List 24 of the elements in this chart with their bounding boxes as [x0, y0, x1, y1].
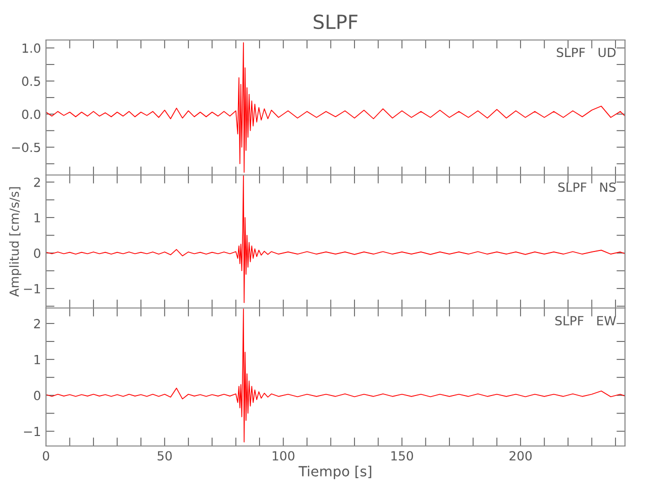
y-tick-label: −1 — [24, 426, 40, 436]
y-axis-title: Amplitud [cm/s/s] — [9, 187, 22, 297]
x-tick-label: 50 — [158, 451, 172, 461]
x-tick-label: 100 — [272, 451, 294, 461]
y-tick-label: −1 — [24, 284, 40, 294]
y-tick-label: 0 — [34, 390, 40, 400]
y-tick-label: 1 — [34, 355, 40, 364]
annotation: SLPF EW — [555, 316, 616, 326]
x-tick-label: 150 — [391, 451, 414, 461]
chart-title: SLPF — [314, 14, 358, 30]
y-tick-label: 2 — [34, 178, 40, 187]
y-tick-label: 0.0 — [22, 110, 40, 120]
y-tick-label: 1.0 — [22, 43, 40, 53]
y-tick-label: 0.5 — [22, 76, 40, 86]
annotation: SLPF UD — [556, 48, 616, 58]
y-tick-label: 1 — [34, 213, 40, 222]
x-tick-label: 0 — [42, 451, 50, 461]
x-tick-label: 200 — [510, 451, 532, 461]
x-axis-title: Tiempo [s] — [298, 466, 372, 480]
annotation: SLPF NS — [558, 182, 616, 192]
y-tick-label: −0.5 — [12, 142, 40, 152]
y-tick-label: 2 — [34, 318, 40, 328]
line-series — [46, 42, 625, 173]
y-tick-label: 0 — [34, 248, 40, 258]
